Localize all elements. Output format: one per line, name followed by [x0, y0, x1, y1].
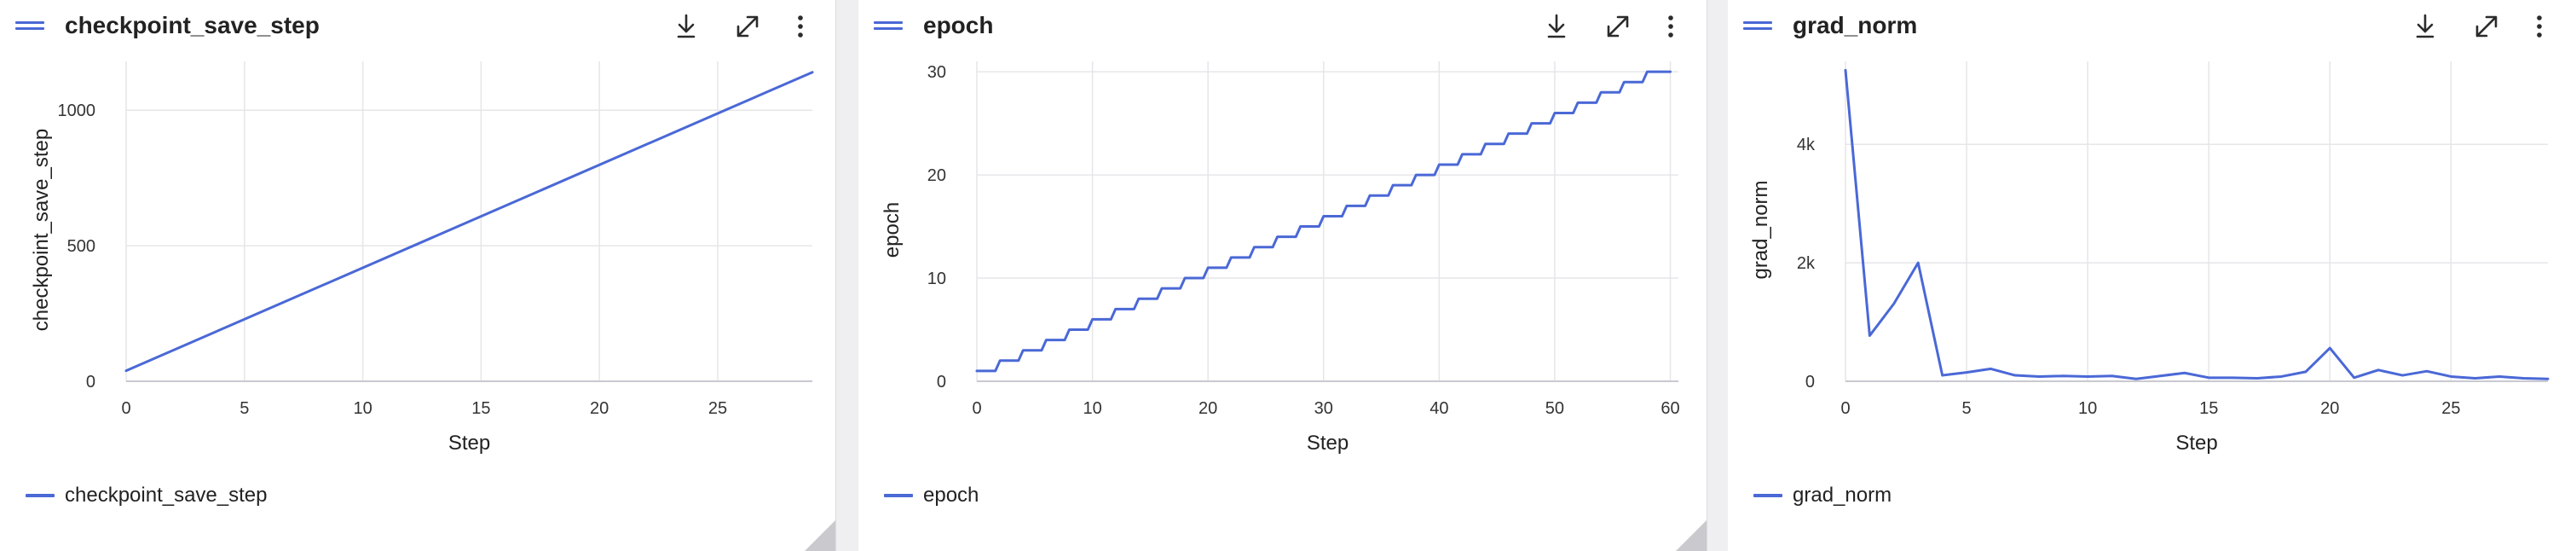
- legend-label: epoch: [923, 484, 979, 507]
- legend: grad_norm: [1753, 483, 1892, 508]
- x-tick-label: 0: [1840, 399, 1850, 418]
- download-icon[interactable]: [2409, 10, 2441, 43]
- x-axis-label: Step: [448, 432, 490, 455]
- x-axis-label: Step: [1307, 432, 1349, 455]
- y-tick-label: 0: [86, 373, 95, 392]
- chart-card-grad-norm: grad_norm 0 5 10 15 20 25 0 2k 4k Step grad_norm g…: [1728, 0, 2576, 551]
- x-tick-label: 40: [1430, 399, 1448, 418]
- expand-icon[interactable]: [2470, 10, 2503, 43]
- line-chart: 0 5 10 15 20 25 0 2k 4k Step grad_norm: [1749, 61, 2550, 455]
- x-tick-label: 20: [590, 399, 609, 418]
- more-vertical-icon[interactable]: [1655, 10, 1687, 43]
- x-tick-label: 5: [1962, 399, 1972, 418]
- y-tick-label: 0: [937, 373, 946, 392]
- series-line-checkpoint_save_step: [124, 71, 814, 373]
- x-tick-label: 10: [353, 399, 372, 418]
- legend: checkpoint_save_step: [26, 483, 268, 508]
- legend-swatch: [884, 494, 913, 497]
- series-line-grad_norm: [1844, 68, 2550, 380]
- y-tick-label: 30: [927, 63, 946, 82]
- x-tick-label: 10: [2078, 399, 2097, 418]
- card-title: grad_norm: [1793, 12, 1918, 38]
- expand-icon[interactable]: [731, 10, 764, 43]
- chart-card-epoch: epoch 0 10 20 30 40 50 60 0 10 20 30 Step epoch epoc…: [858, 0, 1707, 551]
- x-tick-label: 0: [121, 399, 130, 418]
- legend-label: grad_norm: [1793, 484, 1892, 507]
- legend-swatch: [1753, 494, 1782, 497]
- line-chart: 0 5 10 15 20 25 0 500 1000 Step checkpoint_save_st…: [30, 61, 814, 455]
- hamburger-icon[interactable]: [15, 18, 46, 35]
- y-tick-label: 500: [67, 237, 95, 256]
- x-tick-label: 30: [1314, 399, 1333, 418]
- download-icon[interactable]: [1540, 10, 1573, 43]
- x-tick-label: 25: [2441, 399, 2460, 418]
- x-tick-label: 20: [2320, 399, 2339, 418]
- x-axis-label: Step: [2175, 432, 2217, 455]
- y-axis-label: epoch: [881, 202, 904, 258]
- more-vertical-icon[interactable]: [784, 10, 817, 43]
- line-chart: 0 10 20 30 40 50 60 0 10 20 30 Step epoch: [881, 61, 1680, 455]
- hamburger-icon[interactable]: [1743, 18, 1774, 35]
- more-vertical-icon[interactable]: [2523, 10, 2556, 43]
- y-tick-label: 1000: [58, 102, 96, 120]
- series-line-epoch: [975, 70, 1672, 373]
- x-tick-label: 15: [2199, 399, 2218, 418]
- y-tick-label: 2k: [1797, 254, 1816, 273]
- x-tick-label: 20: [1198, 399, 1217, 418]
- expand-icon[interactable]: [1602, 10, 1634, 43]
- y-axis-label: grad_norm: [1749, 180, 1772, 279]
- x-tick-label: 15: [471, 399, 490, 418]
- x-tick-label: 10: [1083, 399, 1101, 418]
- x-tick-label: 60: [1661, 399, 1679, 418]
- x-tick-label: 5: [240, 399, 249, 418]
- y-axis-label: checkpoint_save_step: [30, 129, 53, 332]
- y-tick-label: 20: [927, 166, 946, 185]
- card-header: grad_norm: [1728, 0, 2576, 53]
- y-tick-label: 0: [1805, 373, 1815, 392]
- y-tick-label: 10: [927, 270, 946, 288]
- legend-swatch: [26, 494, 55, 497]
- x-tick-label: 25: [708, 399, 727, 418]
- card-title: epoch: [923, 12, 994, 38]
- legend-label: checkpoint_save_step: [65, 484, 268, 507]
- card-header: checkpoint_save_step: [0, 0, 835, 53]
- hamburger-icon[interactable]: [874, 18, 904, 35]
- card-title: checkpoint_save_step: [65, 12, 320, 38]
- y-tick-label: 4k: [1797, 136, 1816, 154]
- resize-handle[interactable]: [1676, 520, 1707, 551]
- legend: epoch: [884, 483, 979, 508]
- download-icon[interactable]: [670, 10, 702, 43]
- card-header: epoch: [858, 0, 1707, 53]
- x-tick-label: 50: [1545, 399, 1564, 418]
- x-tick-label: 0: [972, 399, 981, 418]
- chart-card-checkpoint-save-step: checkpoint_save_step 0 5 10 15 20 25 0 500 1000 S…: [0, 0, 836, 551]
- resize-handle[interactable]: [805, 520, 835, 551]
